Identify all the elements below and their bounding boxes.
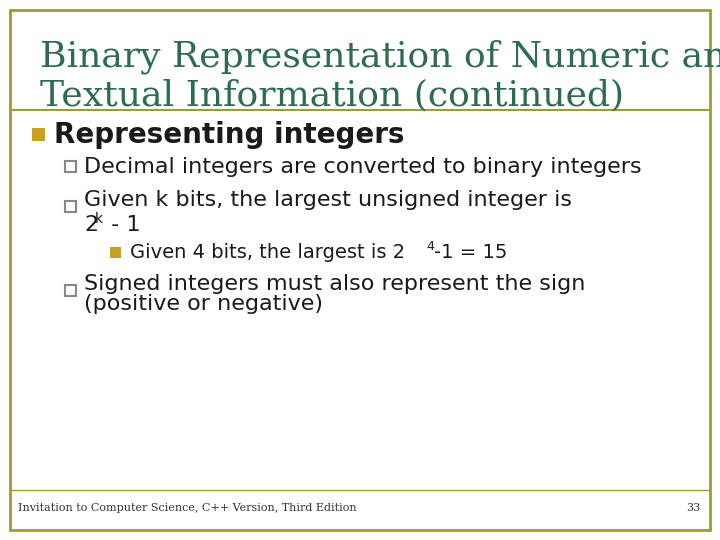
Bar xyxy=(65,201,76,212)
Bar xyxy=(32,128,45,141)
Text: k: k xyxy=(95,212,103,226)
Text: 4: 4 xyxy=(426,240,434,253)
Text: - 1: - 1 xyxy=(104,215,140,235)
Text: 33: 33 xyxy=(685,503,700,513)
Text: -1 = 15: -1 = 15 xyxy=(434,244,508,262)
Bar xyxy=(65,285,76,296)
Text: Given k bits, the largest unsigned integer is: Given k bits, the largest unsigned integ… xyxy=(84,190,572,210)
Text: Signed integers must also represent the sign: Signed integers must also represent the … xyxy=(84,274,585,294)
Bar xyxy=(65,161,76,172)
Text: Textual Information (continued): Textual Information (continued) xyxy=(40,78,624,112)
Text: Invitation to Computer Science, C++ Version, Third Edition: Invitation to Computer Science, C++ Vers… xyxy=(18,503,356,513)
Bar xyxy=(110,247,121,258)
Text: (positive or negative): (positive or negative) xyxy=(84,294,323,314)
Text: 2: 2 xyxy=(84,215,98,235)
Text: Given 4 bits, the largest is 2: Given 4 bits, the largest is 2 xyxy=(130,244,405,262)
Text: Binary Representation of Numeric and: Binary Representation of Numeric and xyxy=(40,40,720,75)
Text: Representing integers: Representing integers xyxy=(54,121,405,149)
Text: Decimal integers are converted to binary integers: Decimal integers are converted to binary… xyxy=(84,157,642,177)
